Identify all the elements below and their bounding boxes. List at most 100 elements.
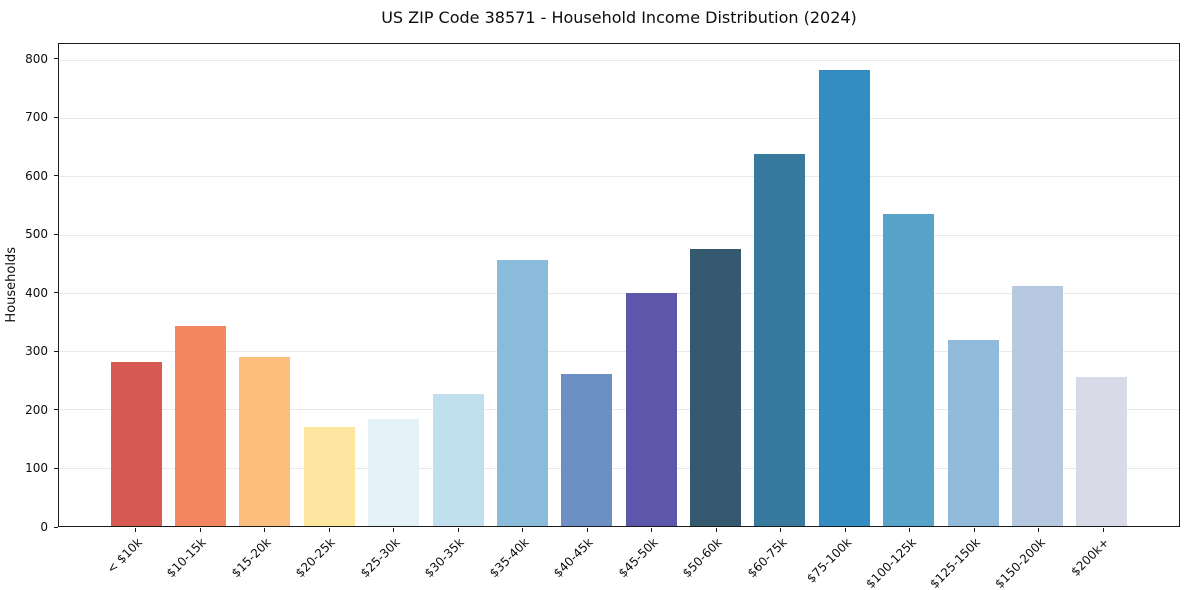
x-slot: $60-75k xyxy=(745,527,813,589)
x-tick-mark xyxy=(651,528,653,532)
y-tick-mark xyxy=(54,116,58,118)
x-tick-mark xyxy=(780,528,782,532)
x-tick-label: < $10k xyxy=(103,535,145,577)
bar-200k[interactable] xyxy=(1076,377,1128,526)
y-tick-mark xyxy=(54,409,58,411)
x-slot: $10-15k xyxy=(164,527,233,589)
x-slot: $75-100k xyxy=(804,527,878,589)
bar-35-40k[interactable] xyxy=(496,259,548,526)
bar-15-20k[interactable] xyxy=(239,356,291,526)
bar-30-35k[interactable] xyxy=(432,394,484,526)
x-slot: $25-30k xyxy=(357,527,426,589)
bar-20-25k[interactable] xyxy=(303,426,355,526)
bar-125-150k[interactable] xyxy=(947,340,999,526)
x-tick-label: $30-35k xyxy=(422,535,467,581)
x-slot: $30-35k xyxy=(422,527,491,589)
bar-slot xyxy=(104,44,168,526)
x-tick-mark xyxy=(199,528,201,532)
x-slot: $40-45k xyxy=(551,527,620,589)
gridline xyxy=(59,292,1179,294)
y-tick-label: 200 xyxy=(25,402,48,417)
y-tick-mark xyxy=(54,58,58,60)
x-tick-label: $45-50k xyxy=(615,535,661,581)
bar-slot xyxy=(812,44,876,526)
bar-slot xyxy=(1070,44,1134,526)
x-slot: $100-125k xyxy=(863,527,942,590)
x-tick-label: $10-15k xyxy=(164,535,209,581)
bar-slot xyxy=(233,44,297,526)
x-slot: $15-20k xyxy=(228,527,297,589)
bar-25-30k[interactable] xyxy=(368,418,420,526)
chart-title: US ZIP Code 38571 - Household Income Dis… xyxy=(381,8,857,27)
y-tick-mark xyxy=(54,350,58,352)
gridline xyxy=(59,467,1179,469)
bar-slot xyxy=(168,44,232,526)
x-tick-mark xyxy=(1102,528,1104,532)
y-tick-mark xyxy=(54,526,58,528)
x-slot: $50-60k xyxy=(680,527,749,589)
x-tick-label: $25-30k xyxy=(357,535,403,581)
y-tick-mark xyxy=(54,175,58,177)
x-tick-label: $200k+ xyxy=(1068,535,1112,579)
bar-40-45k[interactable] xyxy=(561,374,613,526)
y-tick-label: 800 xyxy=(25,51,48,66)
bar-slot xyxy=(619,44,683,526)
x-slot: < $10k xyxy=(103,527,168,589)
x-slot: $200k+ xyxy=(1068,527,1136,589)
x-tick-mark xyxy=(328,528,330,532)
bar-slot xyxy=(490,44,554,526)
bar-75-100k[interactable] xyxy=(818,69,870,526)
y-tick-label: 500 xyxy=(25,227,48,242)
x-tick-mark xyxy=(844,528,846,532)
gridline xyxy=(59,118,1179,120)
x-tick-label: $40-45k xyxy=(551,535,596,581)
x-tick-mark xyxy=(586,528,588,532)
x-tick-label: $15-20k xyxy=(228,535,274,581)
bar-slot xyxy=(748,44,812,526)
bar-slot xyxy=(877,44,941,526)
bar-10-15k[interactable] xyxy=(175,326,227,526)
x-tick-mark xyxy=(522,528,524,532)
bar-slot xyxy=(426,44,490,526)
x-slot: $35-40k xyxy=(486,527,555,589)
x-tick-mark xyxy=(135,528,137,532)
x-tick-mark xyxy=(715,528,717,532)
y-tick-mark xyxy=(54,233,58,235)
x-tick-mark xyxy=(909,528,911,532)
x-tick-mark xyxy=(1038,528,1040,532)
x-tick-mark xyxy=(457,528,459,532)
bar-100-125k[interactable] xyxy=(883,213,935,526)
bar-slot xyxy=(362,44,426,526)
bar-150-200k[interactable] xyxy=(1011,286,1063,526)
x-slot: $45-50k xyxy=(615,527,684,589)
gridline xyxy=(59,176,1179,178)
x-tick-mark xyxy=(973,528,975,532)
x-slot: $150-200k xyxy=(992,527,1071,590)
y-tick-label: 700 xyxy=(25,110,48,125)
plot-area xyxy=(58,43,1180,527)
x-slot: $20-25k xyxy=(293,527,362,589)
y-axis: 0 100 200 300 400 500 600 700 800 xyxy=(0,43,58,533)
bar-slot xyxy=(1005,44,1069,526)
bar-45-50k[interactable] xyxy=(625,293,677,526)
bar-slot xyxy=(555,44,619,526)
y-tick-label: 300 xyxy=(25,344,48,359)
x-tick-label: $35-40k xyxy=(486,535,532,581)
x-tick-mark xyxy=(393,528,395,532)
y-tick-label: 400 xyxy=(25,285,48,300)
y-tick-label: 600 xyxy=(25,168,48,183)
x-tick-label: $50-60k xyxy=(680,535,725,581)
x-slot: $125-150k xyxy=(927,527,1007,590)
bar-50-60k[interactable] xyxy=(690,248,742,526)
x-tick-mark xyxy=(264,528,266,532)
bar-60-75k[interactable] xyxy=(754,154,806,526)
gridline xyxy=(59,409,1179,411)
y-tick-label: 0 xyxy=(40,520,48,534)
bar-10k[interactable] xyxy=(110,362,162,526)
gridline xyxy=(59,59,1179,61)
y-tick-mark xyxy=(54,292,58,294)
bar-slot xyxy=(683,44,747,526)
y-tick-mark xyxy=(54,467,58,469)
x-tick-label: $75-100k xyxy=(803,535,854,586)
